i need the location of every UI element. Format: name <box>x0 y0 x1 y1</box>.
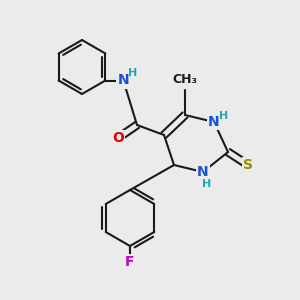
Text: H: H <box>202 179 211 189</box>
Text: O: O <box>112 131 124 145</box>
Text: N: N <box>208 115 220 129</box>
Text: H: H <box>219 111 229 121</box>
Text: H: H <box>128 68 137 77</box>
Text: N: N <box>197 165 209 179</box>
Text: N: N <box>118 74 129 88</box>
Text: F: F <box>125 255 135 269</box>
Text: CH₃: CH₃ <box>172 73 197 86</box>
Text: S: S <box>243 158 253 172</box>
